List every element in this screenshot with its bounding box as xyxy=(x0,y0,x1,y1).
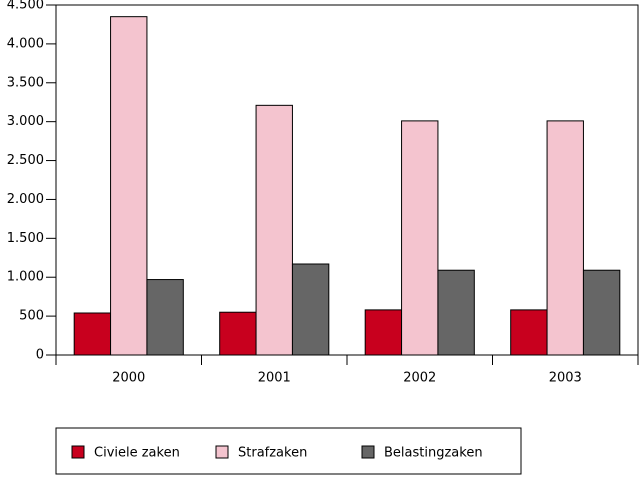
bar xyxy=(546,120,584,356)
y-tick-label: 500 xyxy=(19,309,44,324)
y-tick-label: 3.500 xyxy=(7,75,44,90)
bar xyxy=(510,309,548,356)
bar xyxy=(255,104,293,356)
bar xyxy=(146,279,184,356)
legend-swatch xyxy=(215,445,229,459)
y-tick-label: 1.000 xyxy=(7,270,44,285)
bar xyxy=(437,269,475,356)
x-tick-label: 2003 xyxy=(549,371,582,386)
y-tick-label: 2.000 xyxy=(7,192,44,207)
bar xyxy=(401,120,439,356)
bar xyxy=(73,312,112,356)
y-tick-label: 0 xyxy=(36,348,44,363)
bar xyxy=(219,311,257,356)
legend-swatch xyxy=(361,445,375,459)
x-tick-label: 2002 xyxy=(403,371,436,386)
y-tick-label: 3.000 xyxy=(7,114,44,129)
y-tick-label: 4.500 xyxy=(7,0,44,13)
legend-swatch xyxy=(71,445,85,459)
bar xyxy=(364,309,403,356)
y-tick-label: 2.500 xyxy=(7,153,44,168)
bar xyxy=(291,263,330,356)
legend-frame xyxy=(55,427,522,475)
legend-label: Civiele zaken xyxy=(94,446,180,461)
bar xyxy=(110,16,148,356)
x-tick-label: 2001 xyxy=(258,371,291,386)
y-tick-label: 4.000 xyxy=(7,36,44,51)
y-tick-label: 1.500 xyxy=(7,231,44,246)
bar xyxy=(582,269,621,356)
legend-label: Belastingzaken xyxy=(384,446,483,461)
x-tick-label: 2000 xyxy=(112,371,145,386)
legend-label: Strafzaken xyxy=(238,446,307,461)
